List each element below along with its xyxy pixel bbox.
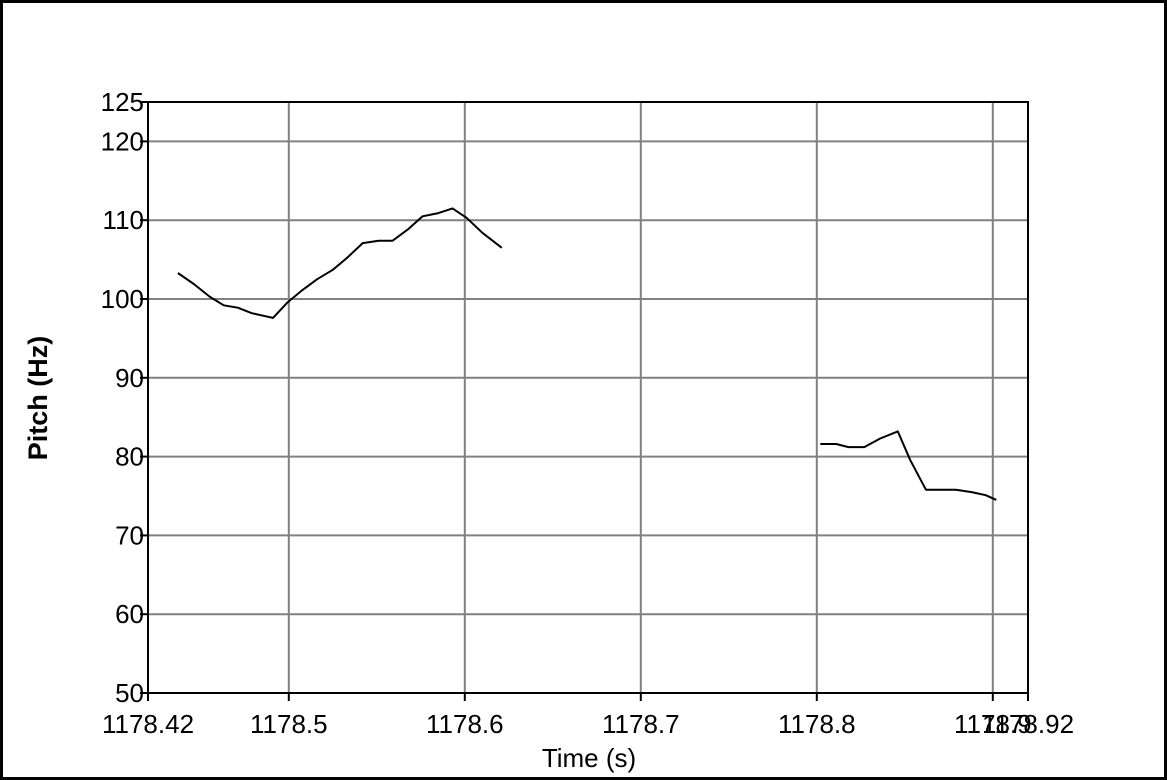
y-tick-label: 100 <box>101 284 144 314</box>
plot-border <box>147 101 1029 694</box>
x-tick-label: 1178.42 <box>102 709 194 739</box>
x-tick-label: 1178.92 <box>982 709 1074 739</box>
x-tick-label: 1178.8 <box>778 709 856 739</box>
x-axis-title: Time (s) <box>542 743 636 773</box>
y-axis-title: Pitch (Hz) <box>23 336 53 461</box>
x-tick-label: 1178.6 <box>426 709 504 739</box>
x-tick-label: 1178.7 <box>602 709 680 739</box>
pitch-line-segment <box>820 430 997 501</box>
y-tick-label: 70 <box>115 520 144 550</box>
plot-area <box>148 102 1028 693</box>
x-tick-label: 1178.9 <box>954 709 1032 739</box>
pitch-line-segment <box>177 207 503 319</box>
x-tick-label: 1178.5 <box>250 709 328 739</box>
y-tick-label: 125 <box>101 87 144 117</box>
y-tick-label: 90 <box>115 363 144 393</box>
y-tick-label: 120 <box>101 126 144 156</box>
y-tick-label: 80 <box>115 442 144 472</box>
y-tick-label: 110 <box>103 205 144 235</box>
y-tick-label: 60 <box>115 599 144 629</box>
pitch-chart: 1178.42 1178.5 1178.6 1178.7 1178.8 1178.9117… <box>23 87 1074 773</box>
y-tick-label: 50 <box>115 678 144 708</box>
